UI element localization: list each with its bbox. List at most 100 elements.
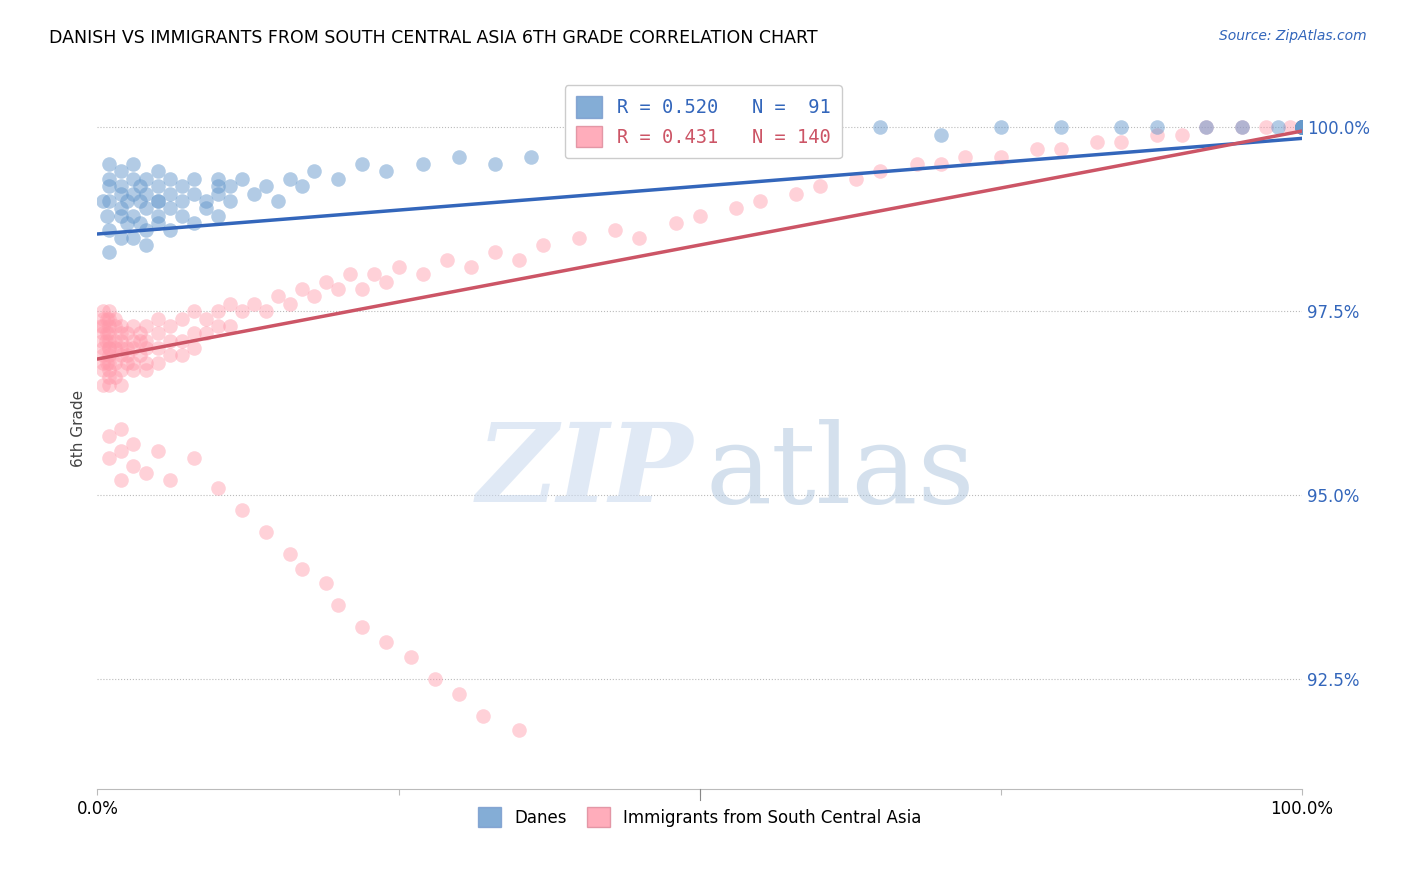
Point xyxy=(207,318,229,333)
Point xyxy=(375,164,398,178)
Point xyxy=(146,209,169,223)
Point xyxy=(1291,120,1313,135)
Y-axis label: 6th Grade: 6th Grade xyxy=(72,391,86,467)
Point xyxy=(520,150,543,164)
Point xyxy=(135,318,157,333)
Text: DANISH VS IMMIGRANTS FROM SOUTH CENTRAL ASIA 6TH GRADE CORRELATION CHART: DANISH VS IMMIGRANTS FROM SOUTH CENTRAL … xyxy=(49,29,818,46)
Point xyxy=(117,348,139,362)
Point xyxy=(328,599,350,613)
Point xyxy=(869,164,891,178)
Point xyxy=(352,157,374,171)
Point xyxy=(98,363,121,377)
Point xyxy=(568,143,591,157)
Point xyxy=(1195,120,1218,135)
Point xyxy=(352,620,374,634)
Point xyxy=(159,474,181,488)
Point xyxy=(1267,120,1289,135)
Point xyxy=(291,561,314,575)
Point xyxy=(231,502,253,516)
Point xyxy=(207,186,229,201)
Point xyxy=(1278,120,1301,135)
Point xyxy=(194,326,217,341)
Point xyxy=(98,334,121,348)
Point xyxy=(110,422,132,436)
Text: atlas: atlas xyxy=(706,418,976,525)
Point xyxy=(146,194,169,208)
Point xyxy=(128,194,150,208)
Point xyxy=(98,171,121,186)
Point xyxy=(104,318,127,333)
Point xyxy=(183,186,205,201)
Point xyxy=(146,444,169,458)
Point xyxy=(568,230,591,244)
Point xyxy=(1291,120,1313,135)
Point xyxy=(110,326,132,341)
Point xyxy=(1291,120,1313,135)
Text: ZIP: ZIP xyxy=(477,418,693,526)
Point xyxy=(183,171,205,186)
Point xyxy=(1291,120,1313,135)
Point xyxy=(122,341,145,355)
Point xyxy=(183,304,205,318)
Point xyxy=(128,348,150,362)
Point xyxy=(628,230,651,244)
Point xyxy=(146,164,169,178)
Point xyxy=(110,318,132,333)
Point xyxy=(170,194,193,208)
Point xyxy=(207,481,229,495)
Point xyxy=(484,157,506,171)
Point xyxy=(1291,120,1313,135)
Point xyxy=(1291,120,1313,135)
Point xyxy=(90,318,112,333)
Point xyxy=(278,171,301,186)
Point xyxy=(1170,128,1192,142)
Point xyxy=(471,708,494,723)
Point xyxy=(159,348,181,362)
Point xyxy=(254,179,277,194)
Point xyxy=(135,186,157,201)
Point xyxy=(122,157,145,171)
Point xyxy=(1050,120,1073,135)
Point xyxy=(1111,120,1133,135)
Point xyxy=(122,458,145,473)
Point xyxy=(96,311,118,326)
Point xyxy=(98,326,121,341)
Point xyxy=(1291,120,1313,135)
Point xyxy=(231,171,253,186)
Point xyxy=(1291,120,1313,135)
Point xyxy=(135,238,157,252)
Point xyxy=(447,150,470,164)
Point xyxy=(315,275,337,289)
Point xyxy=(207,179,229,194)
Point xyxy=(170,209,193,223)
Point xyxy=(122,230,145,244)
Point xyxy=(387,260,409,274)
Point xyxy=(98,304,121,318)
Point xyxy=(110,201,132,215)
Point xyxy=(845,171,868,186)
Point xyxy=(94,334,117,348)
Point xyxy=(122,436,145,450)
Point xyxy=(328,171,350,186)
Point xyxy=(170,348,193,362)
Point xyxy=(110,363,132,377)
Point xyxy=(207,304,229,318)
Point xyxy=(98,451,121,466)
Legend: Danes, Immigrants from South Central Asia: Danes, Immigrants from South Central Asi… xyxy=(470,799,931,835)
Point xyxy=(375,635,398,649)
Point xyxy=(328,282,350,296)
Point xyxy=(146,194,169,208)
Point xyxy=(159,186,181,201)
Point xyxy=(135,341,157,355)
Point xyxy=(302,289,325,303)
Point xyxy=(93,341,115,355)
Point xyxy=(159,171,181,186)
Point xyxy=(93,348,115,362)
Point xyxy=(1291,120,1313,135)
Point xyxy=(929,128,952,142)
Point xyxy=(93,377,115,392)
Point xyxy=(243,297,266,311)
Point xyxy=(122,356,145,370)
Point xyxy=(665,216,688,230)
Point xyxy=(110,444,132,458)
